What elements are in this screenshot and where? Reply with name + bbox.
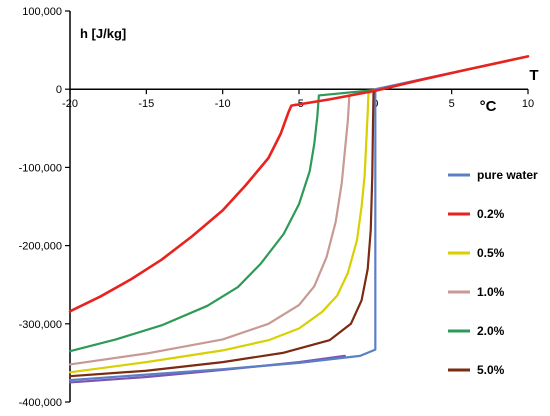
series-lines [68,55,530,384]
series-line-5-0 [68,88,377,378]
x-axis-unit: °C [480,98,497,115]
y-tick-label: 0 [56,84,62,96]
legend-label: 5.0% [477,363,505,377]
y-tick-label: -200,000 [19,241,62,253]
y-axis-title: h [J/kg] [80,26,126,41]
legend-label: 1.0% [477,285,505,299]
series-line-0-5 [68,88,377,374]
x-tick-label: -10 [215,98,231,110]
legend-label: 2.0% [477,324,505,338]
y-axis: 100,000 0 -100,000 -200,000 -300,000 -400,000 [19,6,71,409]
x-axis: -20 -15 -10 -5 0 5 10 [62,88,534,110]
legend-label: 0.5% [477,246,505,260]
y-tick-label: -100,000 [19,162,62,174]
legend-label: pure water [477,168,538,182]
x-tick-label: -20 [62,98,78,110]
y-tick-label: -400,000 [19,397,62,409]
y-tick-label: -300,000 [19,319,62,331]
x-tick-label: 10 [522,98,534,110]
series-line-pure-water [68,55,530,382]
x-tick-label: -15 [138,98,154,110]
x-tick-label: 5 [449,98,455,110]
y-tick-label: 100,000 [22,6,62,18]
series-line-1-0 [68,88,377,366]
series-line-0-2 [68,55,530,313]
x-axis-title: T [529,67,538,84]
series-line-2-0 [68,88,377,353]
legend: pure water 0.2% 0.5% 1.0% 2.0% 5.0% [448,168,538,377]
legend-label: 0.2% [477,207,505,221]
